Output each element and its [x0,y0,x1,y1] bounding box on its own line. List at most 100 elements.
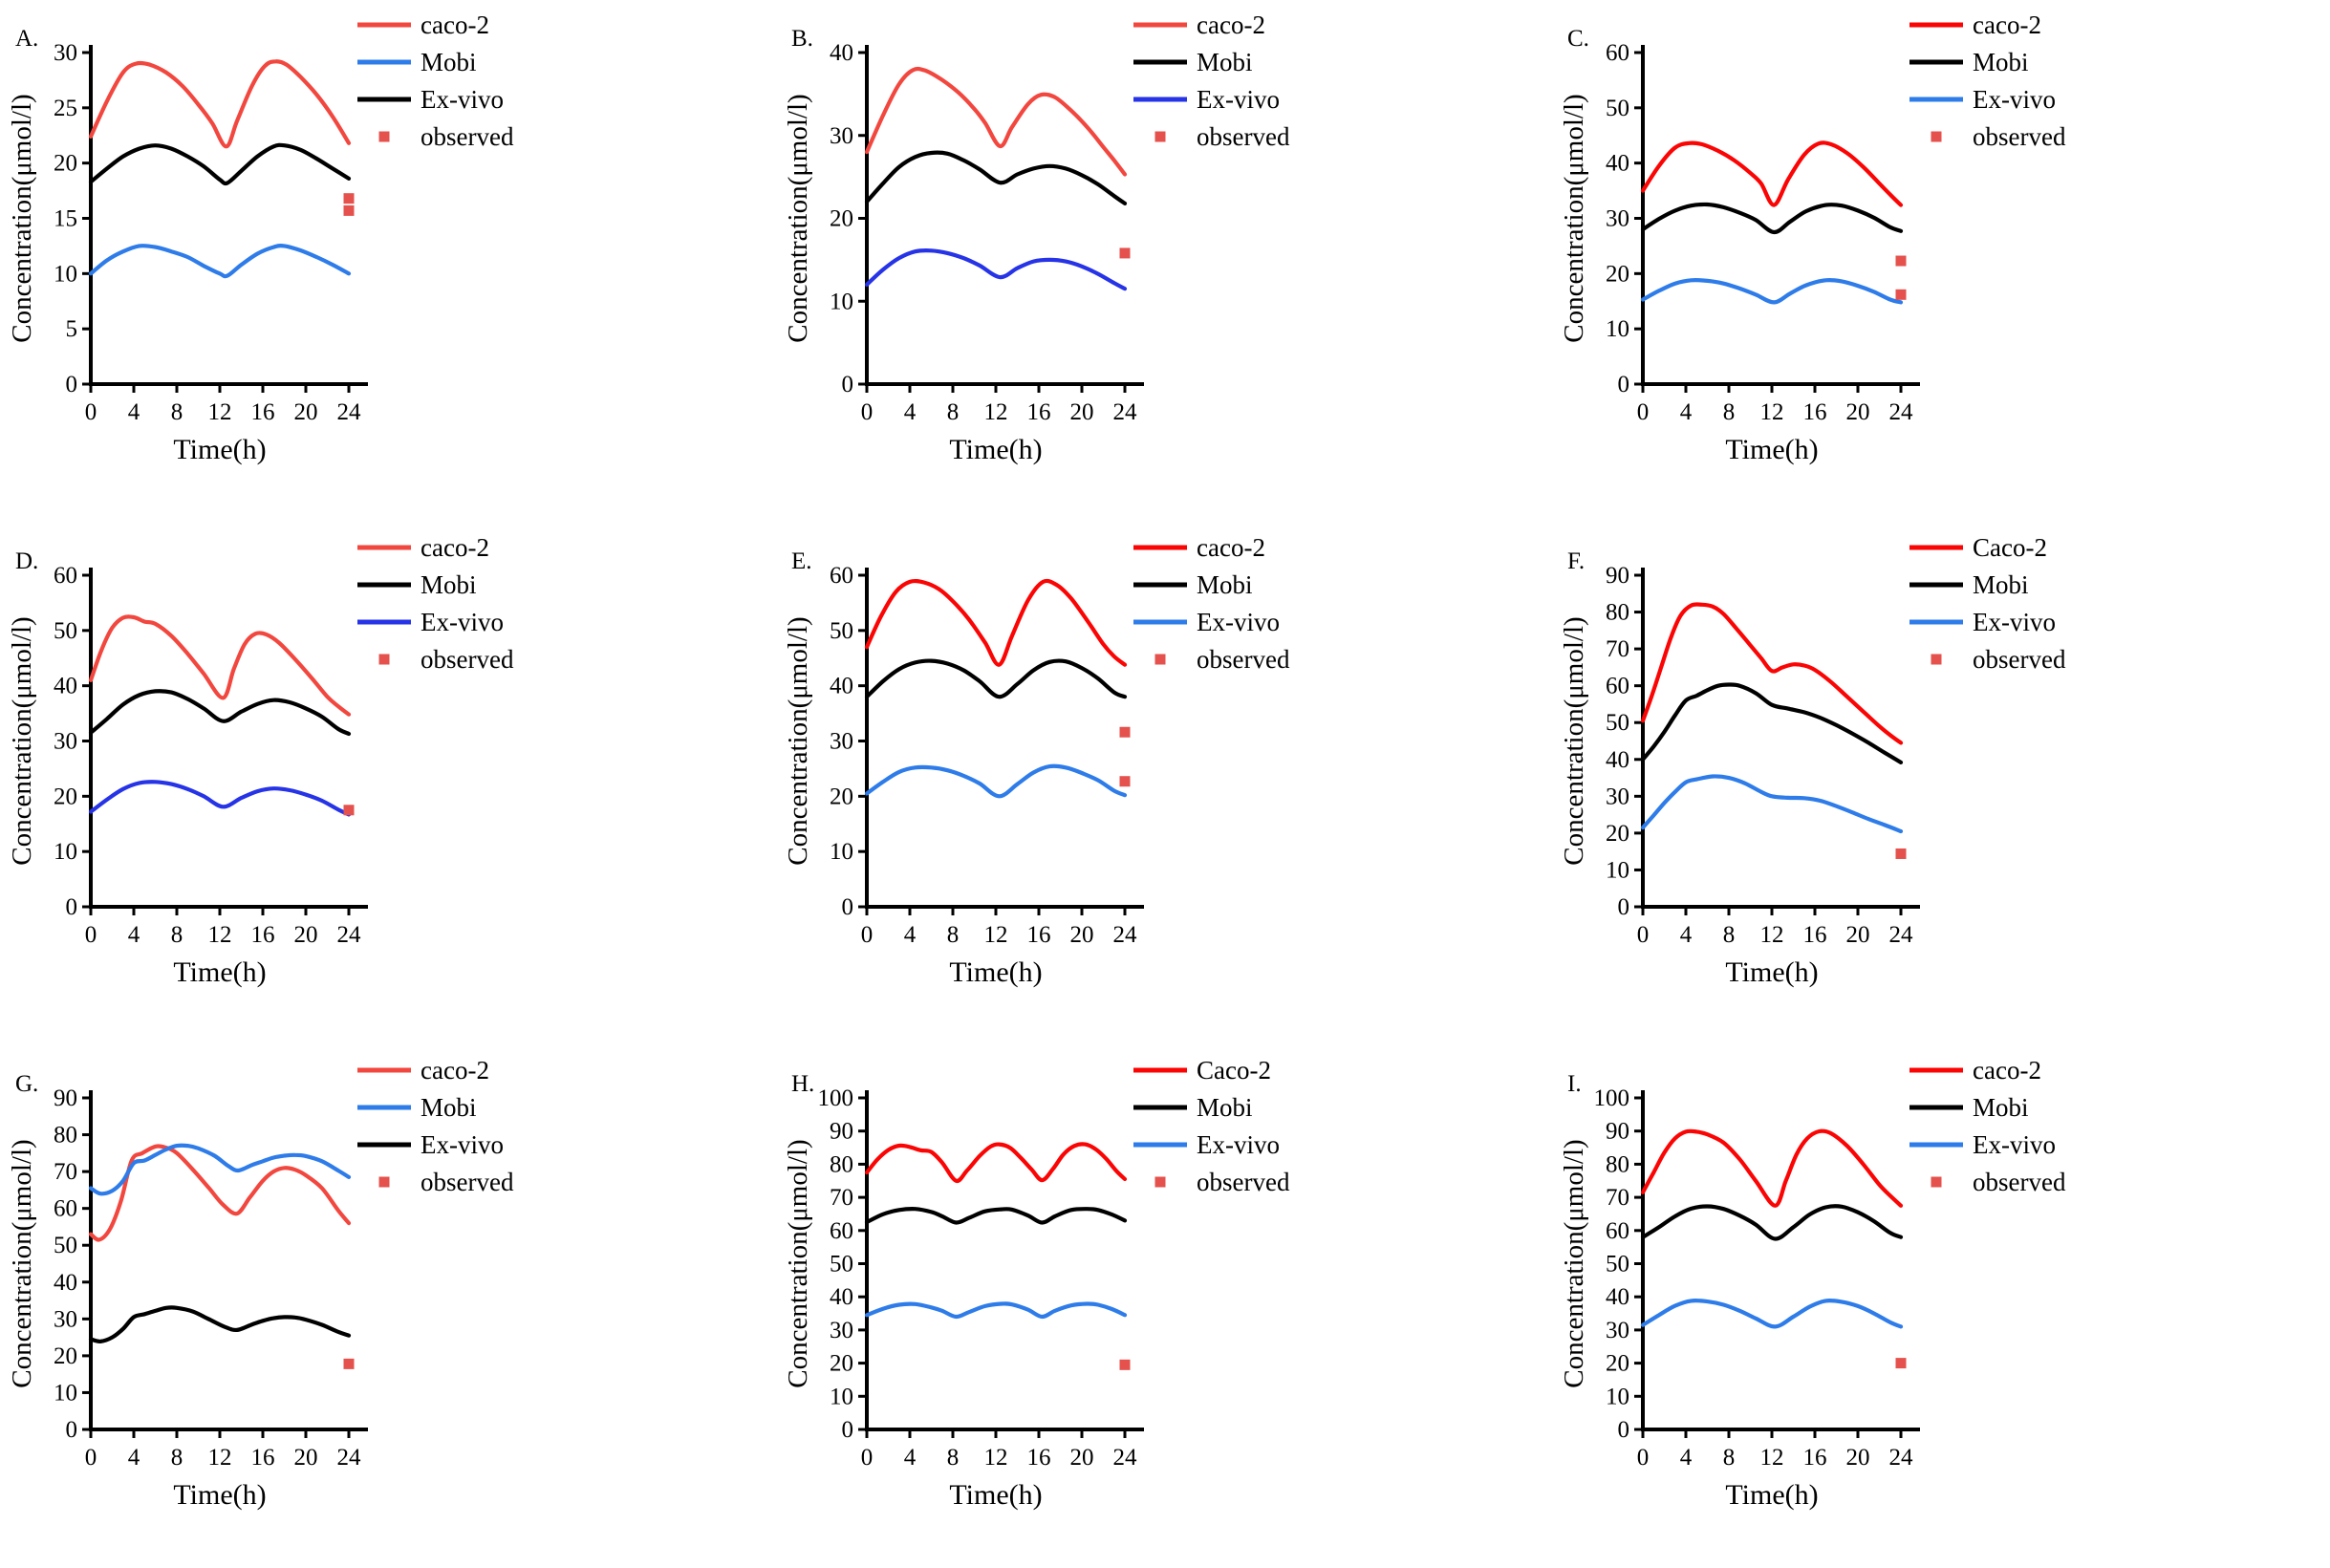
observed-point [1119,776,1131,787]
legend-label: Ex-vivo [1197,1130,1280,1159]
y-tick-label: 40 [830,674,853,699]
legend-label: caco-2 [1973,11,2041,39]
y-tick-label: 50 [54,1233,77,1258]
series-line-ex-vivo [88,142,352,186]
chart-A: A. 0 5 10 15 20 25 30 0 4 8 12 16 20 24 Time(h) Concentr… [7,11,514,465]
observed-point [343,1358,355,1369]
series-line-ex-vivo [88,1305,352,1344]
series-line-caco-2 [88,614,352,717]
panel-D: D. 0 10 20 30 40 50 60 0 4 8 12 16 20 24 Time(h) Concent… [0,523,776,1045]
x-tick-label: 12 [1760,922,1784,948]
y-tick-label: 60 [54,563,77,589]
y-tick-label: 0 [1618,894,1630,920]
legend-label: Mobi [421,570,477,599]
observed-point [1119,1359,1131,1370]
x-tick-label: 4 [128,399,140,425]
legend-marker-observed [378,131,390,142]
legend-item-observed: observed [1154,122,1290,151]
y-tick-label: 30 [54,1306,77,1332]
x-tick-label: 8 [1723,1445,1736,1471]
panel-label: B. [791,26,813,52]
legend-item-observed: observed [378,122,514,151]
x-axis-title: Time(h) [173,1479,266,1511]
y-tick-label: 40 [54,1270,77,1296]
y-tick-label: 10 [1606,1384,1629,1409]
y-axis-title: Concentration(μmol/l) [1559,1139,1589,1387]
legend-marker-observed [1931,1176,1942,1188]
panel-label: C. [1567,26,1589,52]
panel-B: B. 0 10 20 30 40 0 4 8 12 16 20 24 Time(h) Concentrati… [776,0,1552,523]
legend-item-ex-vivo: Ex-vivo [357,1130,504,1159]
legend-label: caco-2 [421,1056,489,1085]
legend-item-ex-vivo: Ex-vivo [357,85,504,114]
legend-label: Ex-vivo [1973,85,2056,114]
panel-A: A. 0 5 10 15 20 25 30 0 4 8 12 16 20 24 Time(h) Concentr… [0,0,776,523]
legend-label: Mobi [421,48,477,76]
x-tick-label: 16 [1027,922,1051,948]
legend-label: Mobi [1973,1093,2029,1122]
x-tick-label: 4 [128,922,140,948]
panel-label: I. [1567,1071,1582,1097]
observed-point [1119,726,1131,738]
panel-C: C. 0 10 20 30 40 50 60 0 4 8 12 16 20 24 Time(h) Concent… [1552,0,2328,523]
legend-label: Ex-vivo [1197,608,1280,636]
observed-point [1895,289,1907,300]
y-axis-title: Concentration(μmol/l) [783,616,813,865]
series-line-caco-2 [864,66,1128,177]
series-line-ex-vivo [1640,277,1904,305]
series-line-ex-vivo [864,1301,1128,1320]
legend-label: observed [1973,645,2066,674]
legend-label: Mobi [1973,570,2029,599]
x-tick-label: 8 [1723,399,1736,425]
legend-item-mobi: Mobi [1133,48,1253,76]
y-tick-label: 40 [1606,1284,1629,1310]
x-tick-label: 0 [861,399,874,425]
y-axis-title: Concentration(μmol/l) [783,1139,813,1387]
x-tick-label: 20 [1070,1445,1094,1471]
y-axis-title: Concentration(μmol/l) [7,94,37,342]
legend-label: Ex-vivo [1197,85,1280,114]
y-tick-label: 20 [830,206,853,232]
series-line-ex-vivo [1640,1298,1904,1329]
legend-label: caco-2 [1973,1056,2041,1085]
legend-item-caco-2: caco-2 [1133,533,1265,562]
y-tick-label: 20 [54,151,77,177]
legend-label: Caco-2 [1973,533,2047,562]
y-tick-label: 15 [54,206,77,232]
y-tick-label: 20 [1606,821,1629,847]
x-tick-label: 24 [1889,399,1914,425]
y-tick-label: 30 [54,40,77,66]
legend-label: caco-2 [1197,11,1265,39]
y-tick-label: 60 [1606,40,1629,66]
legend-item-ex-vivo: Ex-vivo [1909,1130,2056,1159]
legend-item-mobi: Mobi [357,1093,477,1122]
series-line-mobi [1640,202,1904,235]
series-line-mobi [88,1143,352,1196]
legend-label: observed [1197,1168,1290,1196]
y-tick-label: 60 [1606,674,1629,699]
y-tick-label: 30 [1606,206,1629,232]
y-tick-label: 90 [830,1119,853,1145]
y-tick-label: 0 [842,894,854,920]
x-tick-label: 12 [208,922,232,948]
x-tick-label: 20 [1846,399,1870,425]
chart-B: B. 0 10 20 30 40 0 4 8 12 16 20 24 Time(h) Concentrati… [783,11,1290,465]
x-tick-label: 16 [1803,922,1827,948]
y-tick-label: 30 [54,729,77,755]
axes [865,45,1144,386]
x-tick-label: 8 [947,1445,960,1471]
y-tick-label: 0 [66,894,78,920]
legend-item-caco-2: caco-2 [357,11,489,39]
y-tick-label: 30 [1606,784,1629,809]
series-line-mobi [864,1207,1128,1225]
y-tick-label: 0 [66,372,78,397]
axes [89,1090,368,1431]
y-tick-label: 30 [1606,1318,1629,1343]
legend-label: Ex-vivo [421,1130,504,1159]
x-tick-label: 16 [1803,1445,1827,1471]
panel-label: D. [15,548,38,574]
legend-item-ex-vivo: Ex-vivo [1133,1130,1280,1159]
x-tick-label: 8 [171,1445,183,1471]
x-tick-label: 4 [1680,399,1693,425]
series-line-ex-vivo [88,780,352,817]
